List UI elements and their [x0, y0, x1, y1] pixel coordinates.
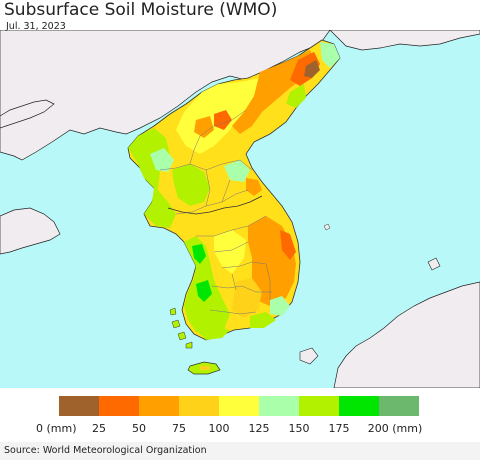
nk-west-lightgreen: [150, 148, 174, 172]
liaodong-peninsula: [0, 99, 55, 129]
legend-color-bar: [59, 396, 419, 416]
japan-island-small-2: [427, 257, 441, 271]
map-canvas: [0, 30, 480, 388]
legend-tick-label: 200 (mm): [367, 422, 423, 435]
japan-landmass: [333, 281, 480, 388]
legend-swatch: [59, 396, 99, 416]
legend-labels: 0 (mm) 25 50 75 100 125 150 175 200 (mm): [0, 422, 480, 436]
nk-green-east: [286, 84, 306, 108]
nk-central-green: [172, 164, 210, 206]
shandong-peninsula: [0, 207, 61, 255]
russia-landmass: [329, 30, 480, 51]
map-title: Subsurface Soil Moisture (WMO): [4, 0, 278, 20]
nk-east-orange: [246, 178, 262, 196]
legend-swatch: [379, 396, 419, 416]
sk-south-yellow: [232, 278, 262, 318]
legend-tick-label: 100: [208, 422, 230, 435]
sk-west-darkgreen: [192, 244, 206, 264]
legend-swatch: [219, 396, 259, 416]
sw-islands: [169, 307, 193, 349]
province-borders: [159, 109, 272, 315]
jeju-center: [200, 366, 210, 370]
legend-tick-label: 0 (mm): [36, 422, 77, 435]
legend-swatch: [99, 396, 139, 416]
legend-tick-label: 175: [328, 422, 350, 435]
legend-tick-label: 125: [248, 422, 270, 435]
legend-swatch: [339, 396, 379, 416]
nk-orange-inner: [214, 110, 232, 130]
legend-swatch: [179, 396, 219, 416]
nk-brown-spot: [304, 60, 320, 78]
sk-west-darkgreen-2: [196, 280, 212, 302]
sk-south-coast-green: [196, 326, 230, 340]
ulleung-island: [323, 223, 331, 231]
legend-tick-label: 150: [288, 422, 310, 435]
dmz-border: [167, 195, 263, 215]
china-landmass: [0, 30, 331, 161]
sk-south-lightgreen: [270, 296, 290, 316]
sk-southeast-green: [250, 312, 276, 328]
soil-moisture-map: [0, 30, 480, 388]
japan-island-small: [299, 347, 319, 365]
nk-orange-inner-2: [194, 116, 214, 138]
sk-east-darkorange: [280, 230, 296, 260]
sk-central-yellow: [214, 230, 246, 274]
legend-tick-label: 25: [92, 422, 106, 435]
legend-tick-label: 75: [172, 422, 186, 435]
legend-swatch: [139, 396, 179, 416]
map-date: Jul. 31, 2023: [6, 21, 66, 32]
legend-swatch: [259, 396, 299, 416]
nk-green-tip: [320, 42, 340, 68]
source-attribution: Source: World Meteorological Organizatio…: [0, 442, 480, 460]
legend-swatch: [299, 396, 339, 416]
nk-east-lightgreen: [224, 160, 250, 182]
legend-tick-label: 50: [132, 422, 146, 435]
nk-dark-orange: [290, 52, 320, 86]
